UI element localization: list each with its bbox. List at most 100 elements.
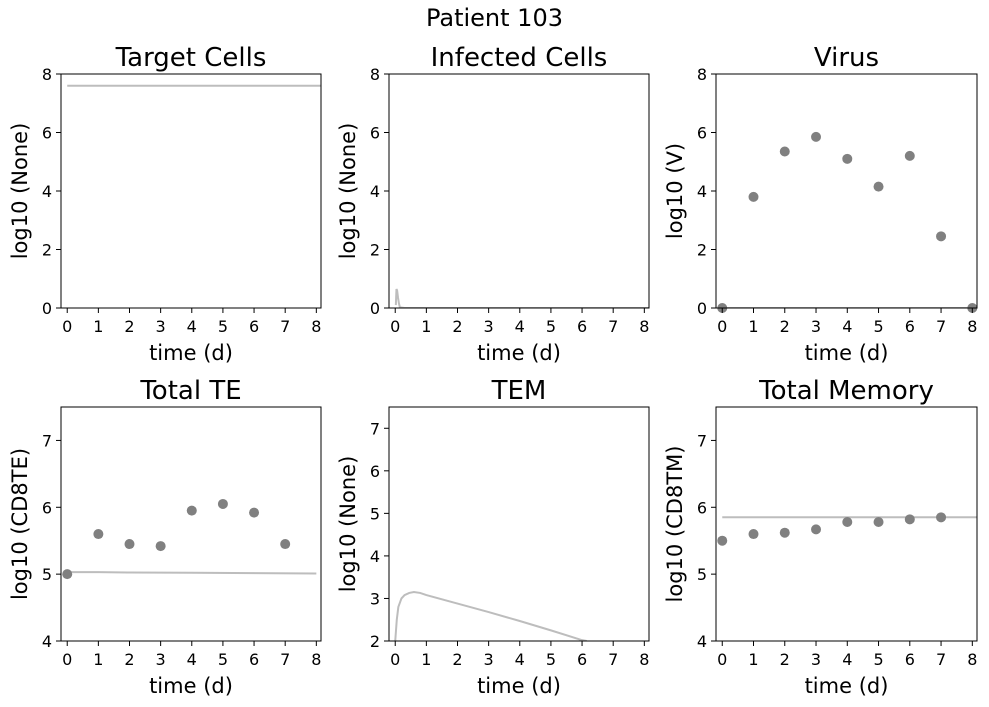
y-tick-label: 4 xyxy=(42,632,52,651)
data-point xyxy=(873,181,884,192)
x-tick-label: 2 xyxy=(452,317,462,336)
x-tick-label: 3 xyxy=(811,317,821,336)
data-point xyxy=(873,516,884,527)
x-tick-label: 2 xyxy=(124,650,134,669)
x-tick-label: 1 xyxy=(748,317,758,336)
y-tick-label: 2 xyxy=(697,241,707,260)
x-tick-label: 4 xyxy=(515,317,525,336)
y-tick-label: 6 xyxy=(42,498,52,517)
data-point xyxy=(280,539,291,550)
data-point xyxy=(748,529,759,540)
x-tick-label: 4 xyxy=(187,650,197,669)
x-tick-label: 5 xyxy=(546,317,556,336)
data-point xyxy=(217,498,228,509)
x-tick-label: 6 xyxy=(249,650,259,669)
axes-frame xyxy=(715,73,978,309)
x-tick-label: 3 xyxy=(811,650,821,669)
x-tick-label: 7 xyxy=(936,650,946,669)
data-point xyxy=(842,153,853,164)
x-tick-label: 0 xyxy=(390,317,400,336)
x-tick-label: 7 xyxy=(280,650,290,669)
y-tick-label: 8 xyxy=(370,65,380,84)
y-tick-label: 6 xyxy=(370,462,380,481)
data-point xyxy=(93,529,104,540)
x-tick-label: 1 xyxy=(421,317,431,336)
axes-frame xyxy=(60,73,322,309)
x-tick-label: 3 xyxy=(484,650,494,669)
x-tick-label: 8 xyxy=(311,650,321,669)
subplot-title: Total TE xyxy=(139,376,241,406)
data-point xyxy=(186,505,197,516)
subplot-4: 0 1 2 3 4 5 6 7 8 4 5 6 7 Total TE time (d) log10 (CD8T… xyxy=(8,376,322,698)
y-tick-label: 4 xyxy=(370,547,380,566)
data-point xyxy=(779,146,790,157)
x-tick-label: 8 xyxy=(967,650,977,669)
data-point xyxy=(811,131,822,142)
x-axis-label: time (d) xyxy=(149,341,233,365)
y-tick-label: 7 xyxy=(42,431,52,450)
y-tick-label: 2 xyxy=(42,241,52,260)
model-line xyxy=(67,571,317,575)
x-tick-label: 4 xyxy=(187,317,197,336)
data-point xyxy=(936,512,947,523)
x-tick-label: 7 xyxy=(936,317,946,336)
data-point xyxy=(904,150,915,161)
data-point xyxy=(811,524,822,535)
y-tick-label: 3 xyxy=(370,589,380,608)
x-tick-label: 6 xyxy=(905,650,915,669)
y-tick-label: 0 xyxy=(42,299,52,318)
y-axis-label: log10 (CD8TM) xyxy=(663,446,687,603)
axes-frame xyxy=(388,73,650,309)
x-tick-label: 7 xyxy=(608,650,618,669)
x-tick-label: 6 xyxy=(577,317,587,336)
subplot-title: Infected Cells xyxy=(431,43,608,73)
subplot-title: Total Memory xyxy=(758,376,934,406)
y-tick-label: 6 xyxy=(370,124,380,143)
subplot-title: TEM xyxy=(491,376,547,406)
x-tick-label: 6 xyxy=(249,317,259,336)
model-line xyxy=(394,288,649,308)
x-tick-label: 2 xyxy=(124,317,134,336)
y-tick-label: 4 xyxy=(697,632,707,651)
x-tick-label: 8 xyxy=(311,317,321,336)
y-tick-label: 6 xyxy=(697,124,707,143)
subplot-2: 0 1 2 3 4 5 6 7 8 0 2 4 6 8 Infected Cells time (d) log1… xyxy=(336,43,650,365)
y-tick-label: 2 xyxy=(370,632,380,651)
y-axis-label: log10 (None) xyxy=(336,456,360,593)
x-tick-label: 4 xyxy=(842,317,852,336)
x-tick-label: 0 xyxy=(717,650,727,669)
axes-frame xyxy=(60,406,322,642)
subplot-6: 0 1 2 3 4 5 6 7 8 4 5 6 7 Total Memory time (d) log10 (… xyxy=(663,376,978,698)
x-tick-label: 5 xyxy=(218,650,228,669)
axes-frame xyxy=(715,406,978,642)
data-point xyxy=(779,527,790,538)
data-point xyxy=(936,231,947,242)
y-tick-label: 0 xyxy=(697,299,707,318)
data-point xyxy=(904,514,915,525)
x-tick-label: 0 xyxy=(62,650,72,669)
x-tick-label: 8 xyxy=(967,317,977,336)
x-axis-label: time (d) xyxy=(805,674,889,698)
x-tick-label: 5 xyxy=(218,317,228,336)
figure-title: Patient 103 xyxy=(425,4,563,32)
x-tick-label: 1 xyxy=(421,650,431,669)
x-axis-label: time (d) xyxy=(805,341,889,365)
data-point xyxy=(748,191,759,202)
x-tick-label: 6 xyxy=(905,317,915,336)
x-tick-label: 8 xyxy=(639,650,649,669)
x-tick-label: 0 xyxy=(62,317,72,336)
y-tick-label: 8 xyxy=(42,65,52,84)
x-tick-label: 7 xyxy=(608,317,618,336)
x-tick-label: 2 xyxy=(452,650,462,669)
x-tick-label: 3 xyxy=(156,317,166,336)
x-tick-label: 7 xyxy=(280,317,290,336)
x-tick-label: 1 xyxy=(93,650,103,669)
x-tick-label: 0 xyxy=(390,650,400,669)
x-axis-label: time (d) xyxy=(149,674,233,698)
x-axis-label: time (d) xyxy=(477,341,561,365)
x-tick-label: 1 xyxy=(748,650,758,669)
y-tick-label: 6 xyxy=(42,124,52,143)
data-point xyxy=(124,539,135,550)
y-tick-label: 5 xyxy=(370,504,380,523)
